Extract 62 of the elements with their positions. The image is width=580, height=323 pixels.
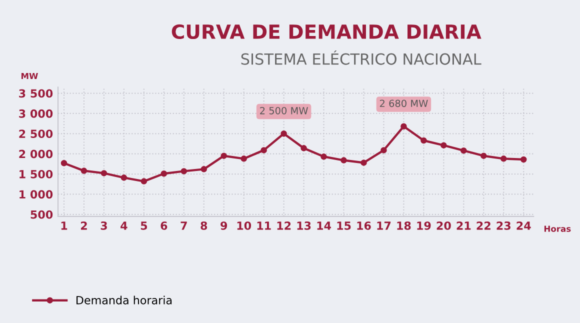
point <box>420 137 427 144</box>
point <box>300 145 307 152</box>
x-tick-label: 8 <box>200 221 208 230</box>
x-tick-label: 18 <box>397 221 411 230</box>
chart-subtitle: SISTEMA ELÉCTRICO NACIONAL <box>241 50 482 65</box>
chart-title: CURVA DE DEMANDA DIARIA <box>172 24 482 40</box>
x-tick-label: 22 <box>476 221 490 230</box>
y-tick-label: 2 500 <box>19 130 53 138</box>
y-tick-label: 500 <box>30 210 53 219</box>
x-tick-label: 2 <box>80 221 87 230</box>
point <box>160 170 168 177</box>
x-tick-label: 5 <box>140 222 148 230</box>
x-tick-label: 16 <box>357 221 371 230</box>
x-tick-label: 1 <box>61 222 68 230</box>
point <box>380 147 387 154</box>
x-tick-label: 21 <box>456 221 471 230</box>
annotation: 2 680 MW <box>380 100 428 108</box>
point <box>400 123 407 130</box>
x-tick-label: 6 <box>160 221 168 230</box>
x-tick-label: 14 <box>317 222 331 230</box>
point <box>200 166 208 172</box>
x-tick-label: 23 <box>496 221 510 230</box>
point <box>220 152 227 159</box>
y-tick-label: 2 000 <box>19 150 53 158</box>
y-axis-title: MW <box>21 72 38 80</box>
y-tick-label: 3 500 <box>19 89 53 98</box>
x-tick-label: 10 <box>237 221 252 230</box>
x-tick-label: 13 <box>297 221 311 230</box>
point <box>480 152 487 159</box>
point <box>240 156 247 162</box>
y-tick-label: 1 500 <box>20 170 53 178</box>
x-tick-label: 17 <box>377 222 391 230</box>
x-axis-title: Horas <box>544 226 571 232</box>
point <box>320 154 327 160</box>
x-tick-label: 24 <box>516 221 531 230</box>
point <box>260 147 267 154</box>
point <box>460 147 467 154</box>
point <box>500 156 507 162</box>
point <box>360 160 367 166</box>
point <box>140 178 148 184</box>
point <box>340 157 347 164</box>
point <box>120 174 128 181</box>
x-tick-label: 11 <box>257 222 271 230</box>
point <box>180 168 188 174</box>
x-tick-label: 9 <box>220 221 228 230</box>
x-tick-label: 3 <box>100 221 107 230</box>
x-tick-label: 15 <box>337 222 351 230</box>
point <box>280 130 287 137</box>
x-tick-label: 20 <box>436 221 451 230</box>
point <box>80 168 88 174</box>
point <box>520 156 527 163</box>
point <box>440 142 447 148</box>
x-tick-label: 4 <box>120 222 128 230</box>
x-tick-label: 12 <box>277 221 291 230</box>
annotation: 2 500 MW <box>260 106 308 114</box>
x-tick-label: 7 <box>180 222 187 230</box>
x-tick-label: 19 <box>417 221 431 230</box>
y-tick-label: 1 000 <box>20 190 53 199</box>
legend-label: Demanda horaria <box>76 296 172 304</box>
y-tick-label: 3 000 <box>19 109 53 118</box>
point <box>100 170 108 176</box>
point <box>60 160 68 166</box>
